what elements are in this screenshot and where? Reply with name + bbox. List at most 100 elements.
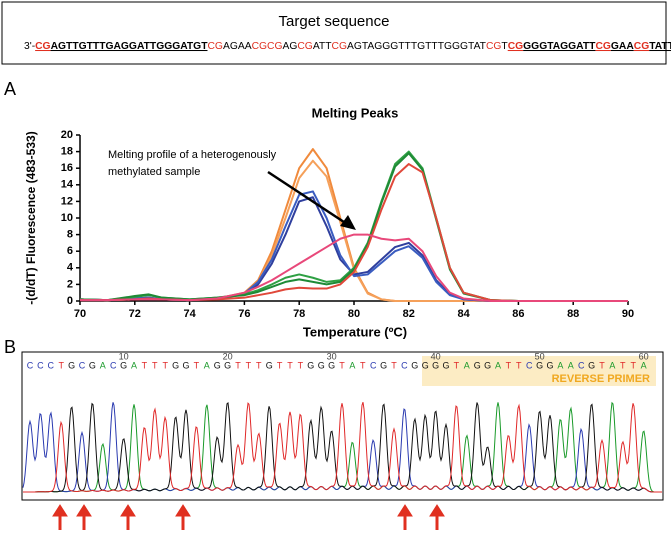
base-call: G: [536, 360, 543, 370]
x-tick-label: 86: [512, 308, 524, 320]
base-call: G: [266, 360, 273, 370]
base-call: G: [182, 360, 189, 370]
sequence-segment: CG: [634, 41, 649, 52]
base-call: A: [557, 360, 563, 370]
x-tick-label: 90: [622, 308, 634, 320]
base-call: T: [516, 360, 522, 370]
arrow: [76, 504, 92, 530]
x-tick-label: 70: [74, 308, 86, 320]
trace-line: [23, 401, 662, 493]
sequence-segment: TATT: [649, 41, 671, 52]
base-call: C: [37, 360, 44, 370]
base-call: G: [68, 360, 75, 370]
base-call: T: [599, 360, 605, 370]
y-tick-label: 20: [61, 129, 73, 141]
base-call: G: [432, 360, 439, 370]
base-call: A: [641, 360, 647, 370]
y-tick-label: 6: [67, 245, 73, 257]
x-tick-label: 72: [129, 308, 141, 320]
base-call: G: [307, 360, 314, 370]
base-call: T: [339, 360, 345, 370]
base-call: T: [235, 360, 241, 370]
base-call: T: [246, 360, 252, 370]
base-call: G: [89, 360, 96, 370]
sequence-segment: AGAA: [223, 41, 252, 52]
base-call: T: [454, 360, 460, 370]
base-call: G: [411, 360, 418, 370]
arrow: [397, 504, 413, 530]
base-call: A: [464, 360, 470, 370]
y-tick-label: 8: [67, 229, 73, 241]
trace-line: [23, 402, 662, 493]
base-call: C: [79, 360, 86, 370]
sequence-segment: GAA: [611, 41, 634, 52]
panel-label: B: [4, 337, 16, 357]
base-call: G: [422, 360, 429, 370]
sequence-segment: ATT: [313, 41, 332, 52]
base-call: C: [578, 360, 585, 370]
base-call: T: [630, 360, 636, 370]
sequence-segment: AGTAGGGTTTGTTTGGGTAT: [347, 41, 487, 52]
base-call: G: [172, 360, 179, 370]
y-tick-label: 10: [61, 212, 73, 224]
base-call: C: [27, 360, 34, 370]
y-tick-label: 14: [61, 179, 74, 191]
annotation: methylated sample: [108, 166, 200, 178]
y-tick-label: 18: [61, 146, 73, 158]
plot: 0 2 4 6 8 10 12 14 16 18 20 70 72 74 76 78 80 82 84 86 88 90: [61, 129, 634, 320]
base-call: A: [568, 360, 574, 370]
base-call: G: [120, 360, 127, 370]
x-tick-label: 88: [567, 308, 579, 320]
base-call: T: [506, 360, 512, 370]
x-tick-label: 82: [403, 308, 415, 320]
base-call: A: [495, 360, 501, 370]
chart-title: Melting Peaks: [312, 105, 399, 120]
sequence-segment: CG: [332, 41, 347, 52]
base-call: T: [620, 360, 626, 370]
y-tick-label: 16: [61, 162, 73, 174]
melt-curve: [80, 233, 628, 302]
annotation-arrow: [267, 170, 351, 228]
y-tick-label: 2: [67, 278, 73, 290]
base-call: T: [277, 360, 283, 370]
panel-label: A: [4, 79, 16, 99]
sequence-segment: CG: [35, 41, 50, 52]
arrow: [52, 504, 68, 530]
base-call: T: [391, 360, 397, 370]
base-call: A: [131, 360, 137, 370]
sequence-segment: CG: [297, 41, 312, 52]
x-tick-label: 78: [293, 308, 305, 320]
melt-curve: [80, 163, 628, 302]
base-call: G: [474, 360, 481, 370]
sequence-segment: CG: [486, 41, 501, 52]
x-tick-label: 74: [183, 308, 196, 320]
base-call: C: [401, 360, 408, 370]
x-tick-label: 76: [238, 308, 250, 320]
trace-box: [21, 351, 664, 501]
base-number: 10: [119, 351, 129, 361]
arrow-head: [340, 215, 356, 230]
sequence-segment: T: [501, 41, 508, 52]
base-call: G: [318, 360, 325, 370]
y-tick-label: 4: [67, 262, 74, 274]
x-tick-label: 84: [457, 308, 470, 320]
sequence-segment: GGGTAGGATT: [523, 41, 596, 52]
base-number: 20: [223, 351, 233, 361]
sequence-segment: CG: [208, 41, 223, 52]
base-call: A: [100, 360, 106, 370]
base-call: A: [609, 360, 615, 370]
melt-curve: [79, 196, 628, 302]
x-axis-label: Temperature (ºC): [303, 324, 407, 339]
base-call: C: [110, 360, 117, 370]
base-number: 60: [639, 351, 649, 361]
sequence-segment: CG: [595, 41, 610, 52]
base-call: T: [58, 360, 64, 370]
base-call: C: [48, 360, 55, 370]
base-number: 30: [327, 351, 337, 361]
target-sequence: 3'-CGAGTTGTTTGAGGATTGGGATGTCGAGAACGCGAGC…: [24, 41, 671, 52]
base-call: G: [442, 360, 449, 370]
arrow: [120, 504, 136, 530]
